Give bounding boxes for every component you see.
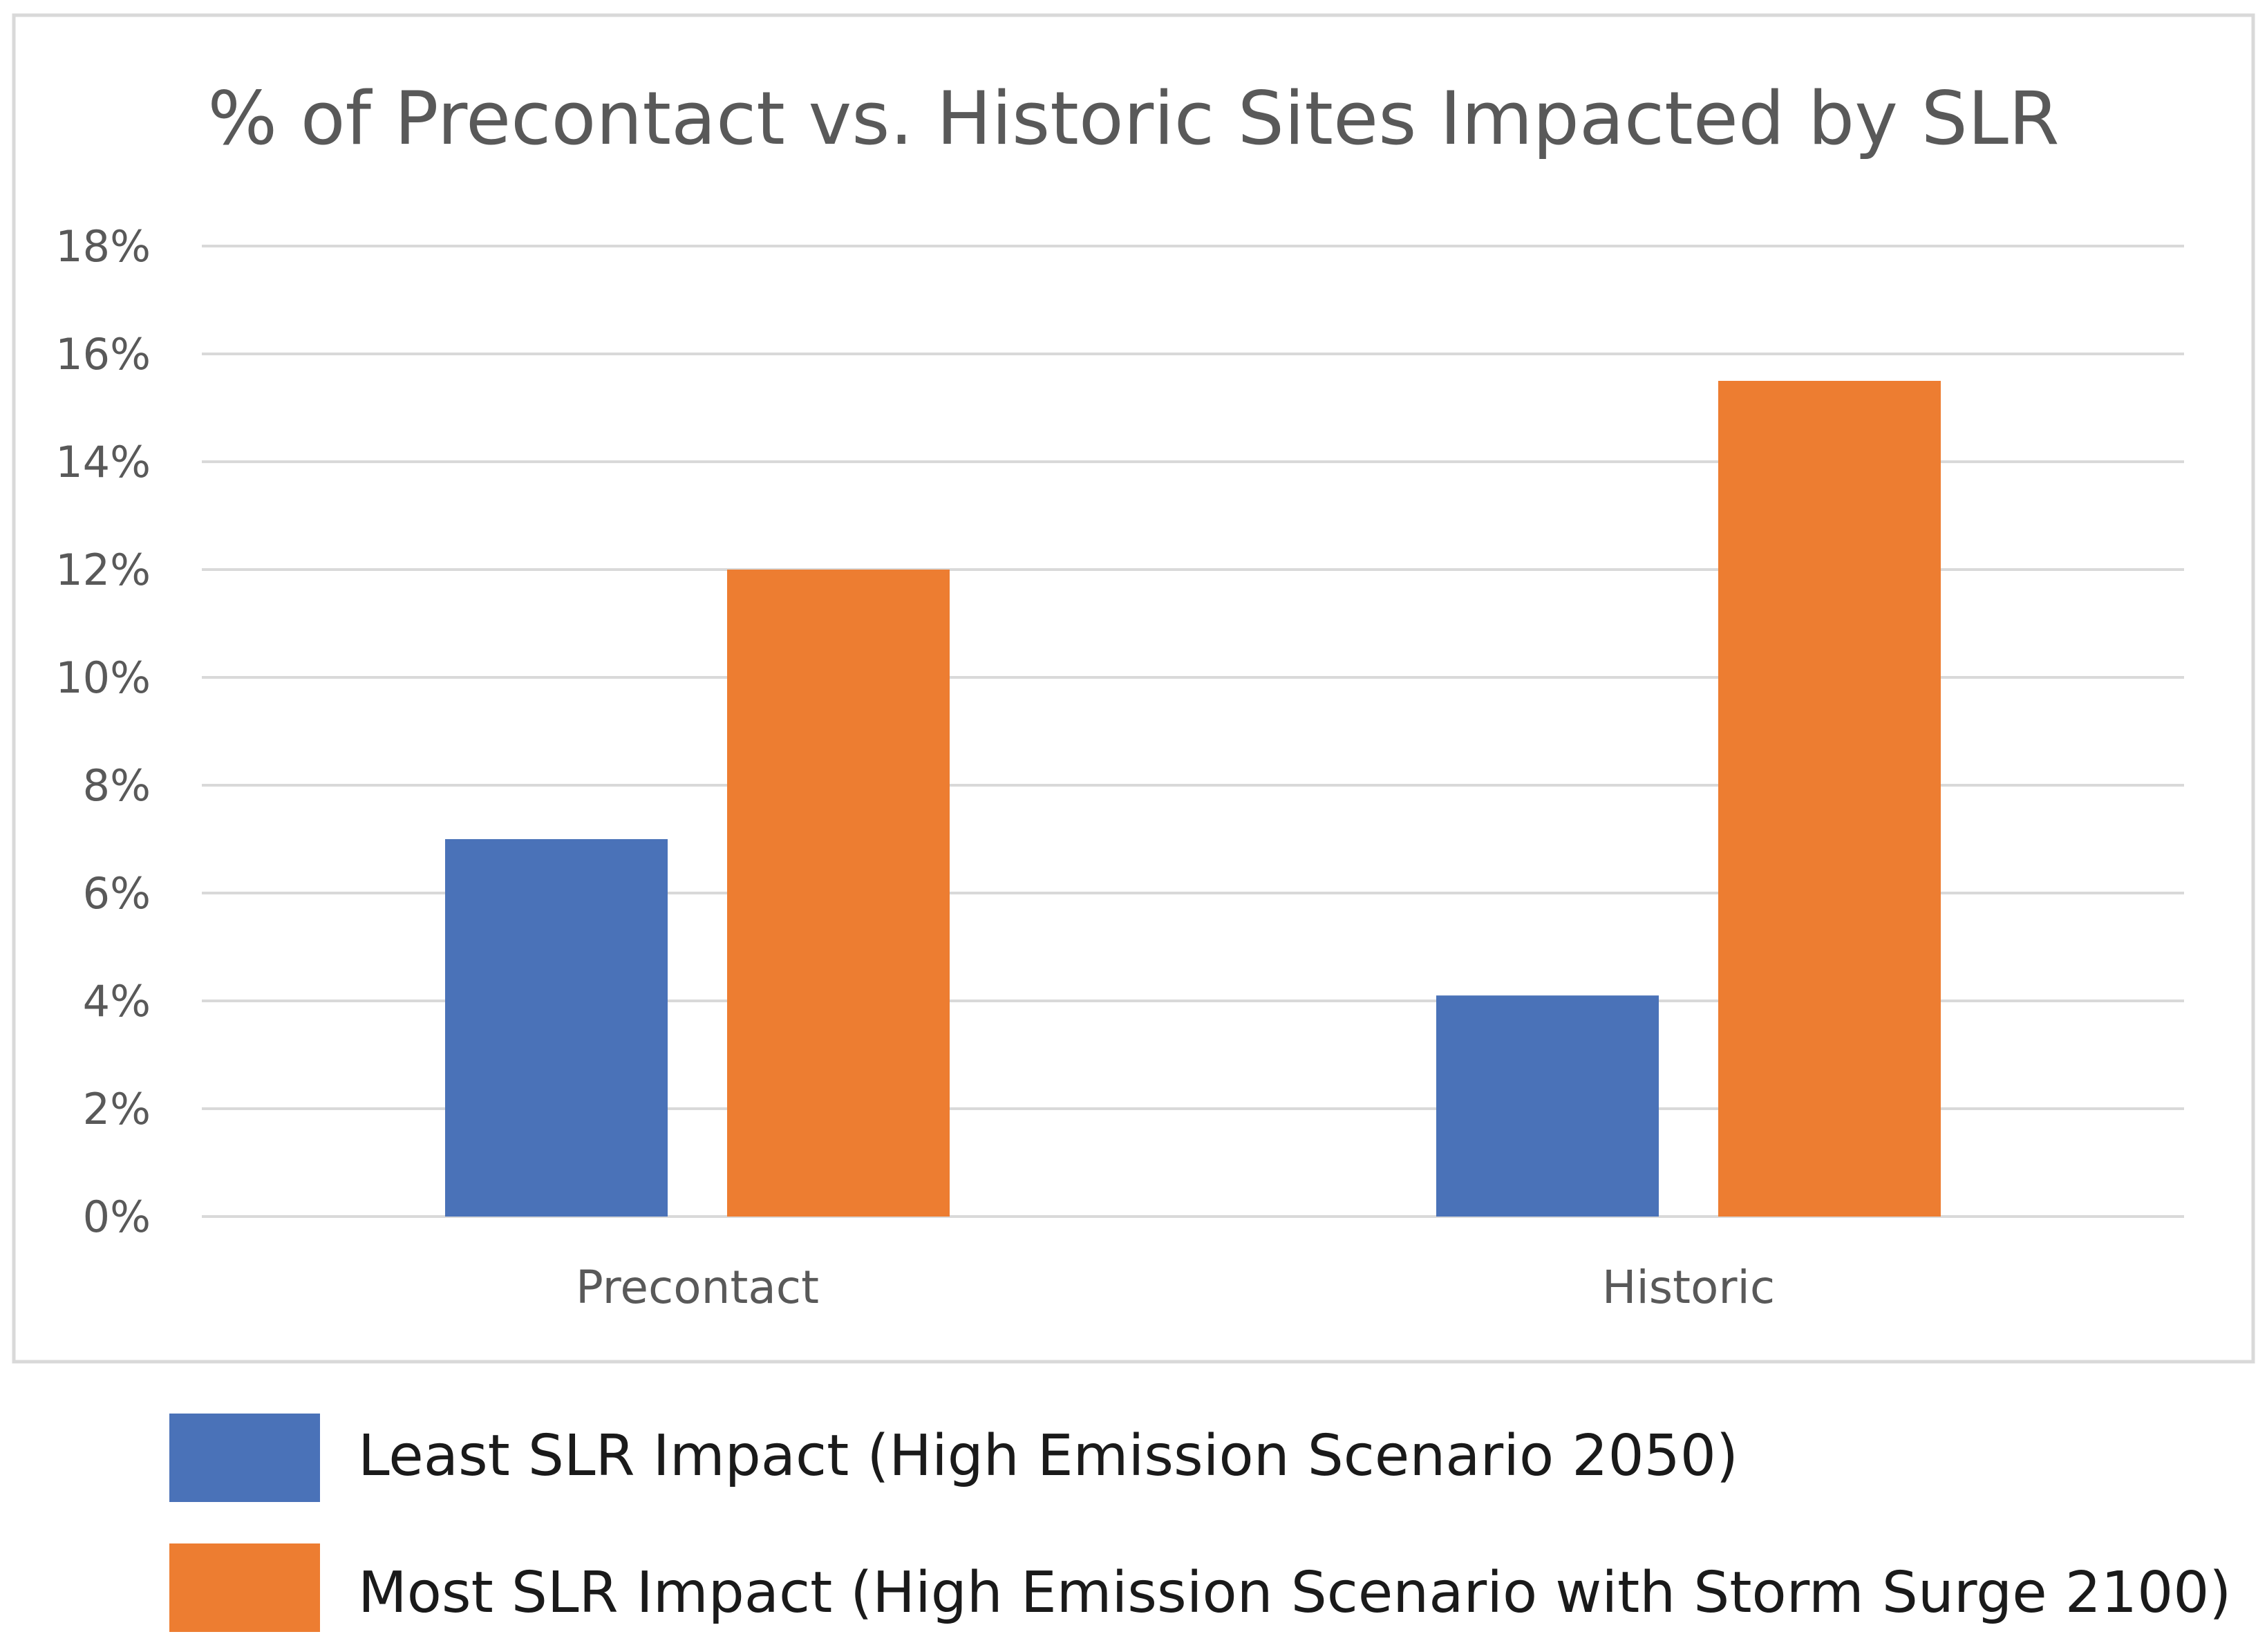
y-tick-label: 12% (55, 545, 151, 595)
bar-precontact-series-1 (445, 839, 668, 1217)
legend-item: Least SLR Impact (High Emission Scenario… (169, 1414, 1738, 1502)
legend-label: Most SLR Impact (High Emission Scenario … (358, 1560, 2231, 1626)
chart-title: % of Precontact vs. Historic Sites Impac… (207, 76, 2059, 161)
y-tick-label: 14% (55, 437, 151, 487)
legend: Least SLR Impact (High Emission Scenario… (169, 1414, 2231, 1632)
y-axis-tick-labels: 0% 2% 4% 6% 8% 10% 12% 14% 16% 18% (55, 221, 151, 1242)
bar-precontact-series-2 (727, 570, 950, 1217)
y-tick-label: 18% (55, 221, 151, 272)
legend-swatch (169, 1543, 320, 1632)
y-tick-label: 4% (83, 976, 151, 1026)
x-category-label: Precontact (576, 1261, 819, 1314)
x-axis-category-labels: Precontact Historic (576, 1261, 1775, 1314)
y-tick-label: 8% (83, 760, 151, 811)
y-tick-label: 0% (83, 1192, 151, 1242)
legend-label: Least SLR Impact (High Emission Scenario… (358, 1423, 1738, 1489)
y-tick-label: 16% (55, 329, 151, 379)
y-tick-label: 6% (83, 868, 151, 919)
bar-historic-series-2 (1718, 381, 1941, 1217)
x-category-label: Historic (1602, 1261, 1775, 1314)
legend-item: Most SLR Impact (High Emission Scenario … (169, 1543, 2231, 1632)
y-tick-label: 10% (55, 653, 151, 703)
bar-historic-series-1 (1436, 995, 1659, 1217)
y-tick-label: 2% (83, 1084, 151, 1134)
bars (445, 381, 1941, 1217)
legend-swatch (169, 1414, 320, 1502)
